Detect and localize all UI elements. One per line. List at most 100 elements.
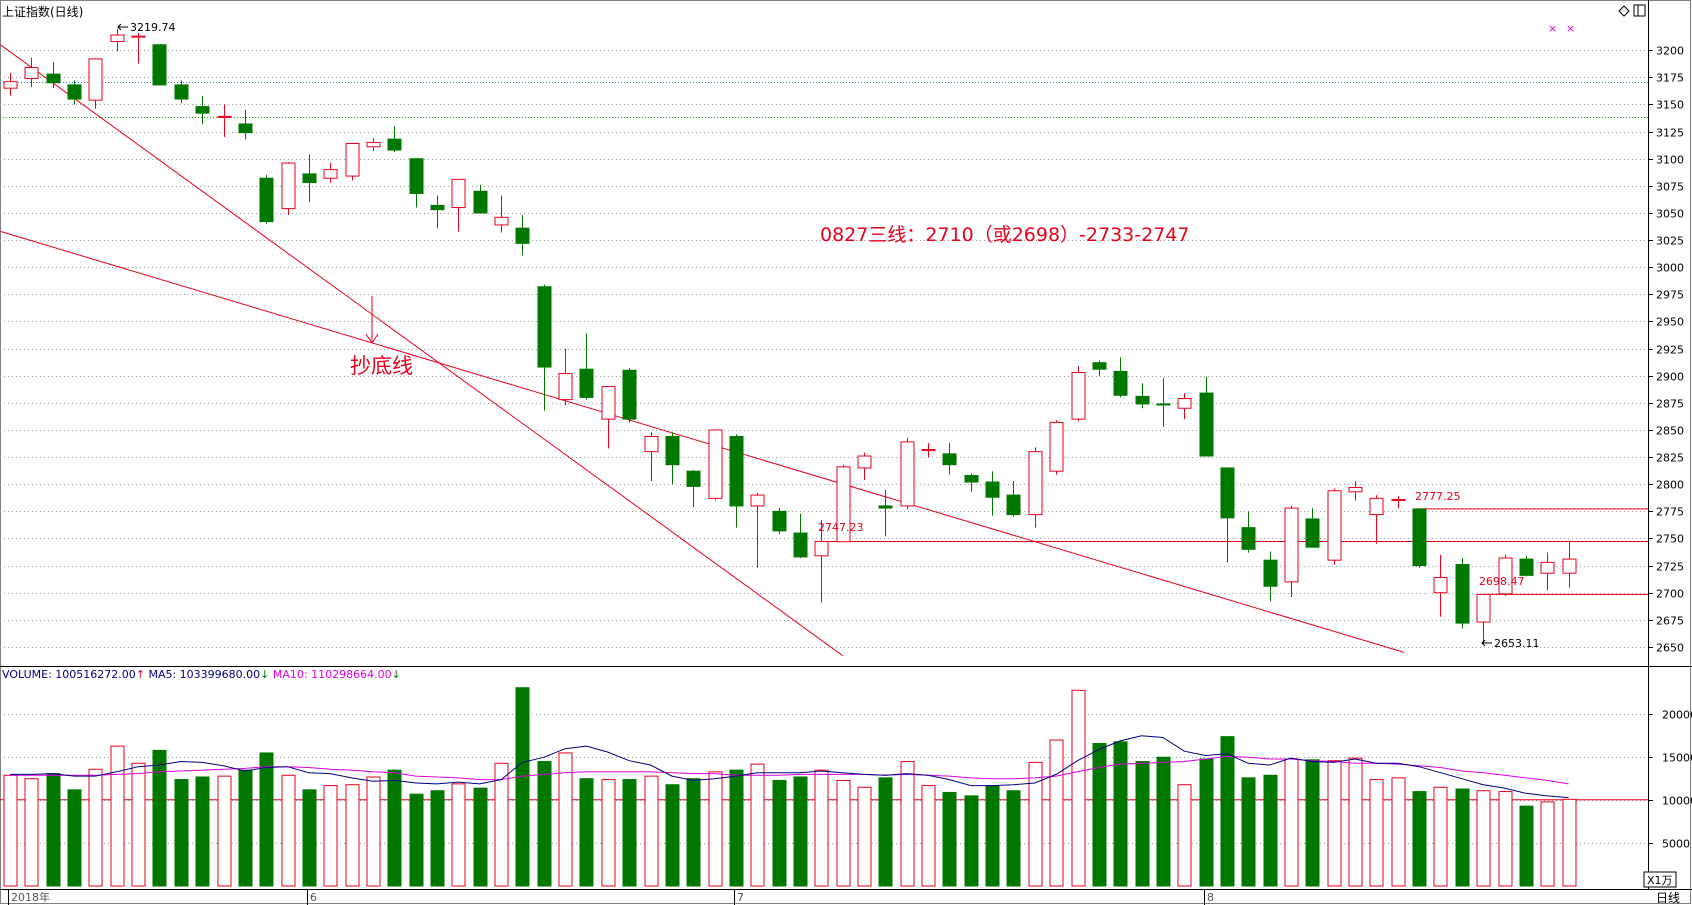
candle-body-down	[1220, 467, 1235, 519]
candlestick	[1348, 480, 1363, 501]
volume-bar-up	[110, 745, 125, 887]
price-tick-label: 3150	[1656, 99, 1684, 112]
candlestick	[900, 437, 915, 510]
candle-body-down	[1241, 527, 1256, 550]
diamond-icon[interactable]	[1618, 5, 1630, 17]
candle-body-up	[88, 58, 103, 101]
bottom-line-label: 抄底线	[350, 354, 413, 378]
period-label[interactable]: 日线	[1656, 891, 1680, 905]
candlestick	[1006, 480, 1021, 517]
candle-body-down	[942, 453, 957, 466]
candle-body-up	[1433, 577, 1448, 594]
candlestick	[772, 508, 787, 535]
candlestick	[1391, 496, 1406, 509]
candle-body-up	[1498, 557, 1513, 595]
volume-bar-up	[601, 779, 616, 887]
candle-body-down	[1135, 395, 1150, 405]
price-tick-label: 3075	[1656, 181, 1684, 194]
min-arrow-icon	[1481, 639, 1492, 647]
volume-bar-down	[473, 787, 488, 887]
candle-body-down	[1412, 508, 1427, 567]
candlestick	[88, 58, 103, 109]
candlestick	[174, 80, 189, 104]
level-2747-label: 2747.23	[818, 521, 864, 534]
candle-body-up	[750, 494, 765, 507]
volume-bar-down	[238, 769, 253, 887]
volume-bar-down	[515, 687, 530, 887]
candle-body-down	[686, 470, 701, 487]
candle-body-up	[3, 81, 18, 89]
volume-bar-down	[1519, 805, 1534, 887]
price-tick-label: 2725	[1656, 561, 1684, 574]
volume-bar-up	[750, 763, 765, 887]
volume-unit-box	[1643, 871, 1677, 888]
volume-bar-down	[1412, 791, 1427, 887]
panel-toggle-icon[interactable]	[1633, 4, 1646, 17]
price-tick-label: 3025	[1656, 235, 1684, 248]
max-arrow-icon	[117, 23, 128, 31]
volume-bar-up	[1540, 801, 1555, 887]
candle-body-down	[579, 368, 594, 398]
volume-bar-up	[1327, 760, 1342, 887]
candle-body-up	[1540, 561, 1555, 574]
candlestick	[152, 44, 167, 86]
candlestick	[814, 520, 829, 603]
volume-bar-down	[67, 789, 82, 887]
candlestick	[281, 161, 296, 216]
candlestick	[217, 104, 232, 138]
candlestick	[195, 95, 210, 124]
price-tick-label: 2825	[1656, 452, 1684, 465]
candlestick	[1327, 488, 1342, 565]
level-2777-label: 2777.25	[1415, 490, 1461, 503]
candlestick	[1498, 554, 1513, 596]
candle-body-down	[515, 227, 530, 244]
price-tick-label: 3125	[1656, 127, 1684, 140]
volume-bar-down	[387, 769, 402, 887]
candlestick	[1049, 420, 1064, 475]
candle-body-down	[152, 44, 167, 86]
volume-bar-up	[1049, 739, 1064, 887]
candle-body-up	[836, 466, 851, 543]
volume-bar-up	[3, 774, 18, 887]
candlestick	[387, 126, 402, 153]
candlestick	[1455, 558, 1470, 629]
volume-bar-down	[1241, 777, 1256, 887]
candlestick	[1305, 508, 1320, 548]
price-tick-label: 3200	[1656, 45, 1684, 58]
candlestick	[729, 434, 744, 528]
ma5-value: MA5: 103399680.00	[148, 668, 260, 681]
candle-body-down	[259, 177, 274, 223]
candlestick	[750, 492, 765, 568]
volume-bar-up	[900, 761, 915, 887]
volume-bar-down	[46, 773, 61, 887]
volume-bar-up	[1562, 798, 1577, 887]
candlestick	[323, 163, 338, 183]
volume-bar-up	[88, 768, 103, 887]
volume-bar-down	[1263, 774, 1278, 887]
volume-bar-down	[302, 789, 317, 887]
candle-body-down	[1455, 564, 1470, 624]
candlestick	[473, 184, 488, 214]
candlestick	[793, 513, 808, 559]
volume-bar-down	[942, 791, 957, 887]
price-tick-label: 2800	[1656, 479, 1684, 492]
candle-body-up	[366, 141, 381, 148]
headline-annotation: 0827三线：2710（或2698）-2733-2747	[820, 224, 1189, 246]
candlestick	[409, 158, 424, 208]
candle-body-up	[1562, 558, 1577, 574]
volume-bar-down	[537, 761, 552, 887]
candlestick	[24, 57, 39, 88]
candlestick	[665, 432, 680, 485]
candle-body-up	[921, 449, 936, 452]
candle-body-up	[1177, 398, 1192, 409]
candlestick	[1476, 593, 1491, 644]
candle-body-up	[281, 162, 296, 210]
candlestick	[921, 442, 936, 458]
volume-bar-up	[558, 752, 573, 887]
candlestick	[1071, 365, 1086, 422]
candle-body-down	[302, 173, 317, 184]
candlestick	[537, 284, 552, 411]
volume-bar-up	[921, 785, 936, 887]
volume-bar-down	[195, 776, 210, 887]
